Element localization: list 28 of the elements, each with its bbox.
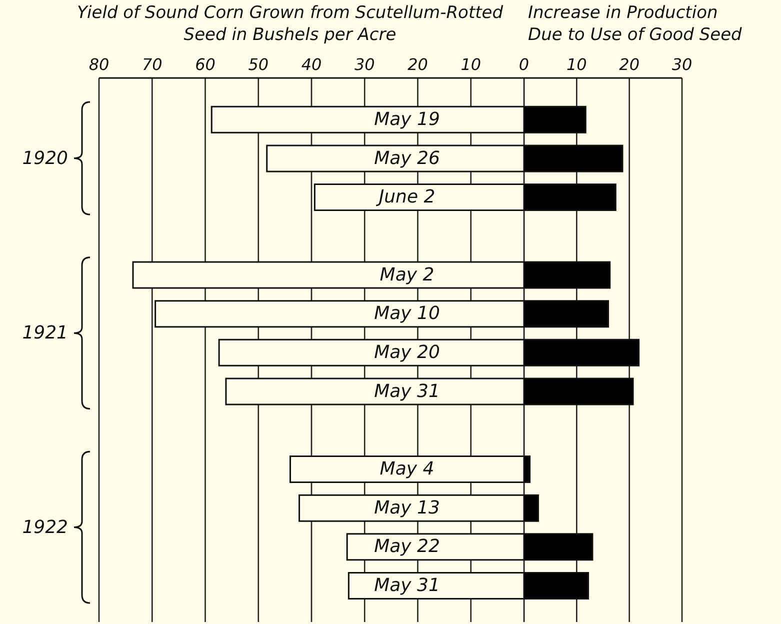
x-tick-label: 70	[142, 55, 162, 74]
y-tick-label: May 10	[374, 303, 440, 324]
x-tick-label: 40	[301, 55, 322, 74]
x-tick-label: 20	[619, 55, 640, 74]
y-tick-label: May 13	[374, 497, 440, 518]
y-tick-label: May 31	[374, 380, 440, 402]
x-tick-label: 10	[460, 55, 482, 74]
text: 1922	[22, 516, 68, 538]
x-tick-label: 10	[566, 55, 587, 74]
x-tick-label: 30	[672, 55, 692, 74]
x-tick-label: 60	[195, 55, 216, 74]
x-tick-label: 50	[248, 55, 269, 74]
x-tick-label: 80	[88, 55, 110, 74]
x-tick-label: 30	[354, 55, 375, 74]
x-tick-label: 0	[518, 55, 530, 74]
y-tick-label: May 26	[374, 148, 440, 169]
chart-title: Yield of Sound Corn Grown from Scutellum-Rotted Seed in Bushels per Acre	[76, 3, 504, 45]
y-tick-label: May 31	[374, 575, 440, 596]
y-tick-label: May 19	[374, 108, 440, 130]
y-tick-label: May 2	[380, 264, 434, 286]
y-tick-label: May 4	[380, 458, 434, 480]
chart-title: Increase in Production Due to Use of Good Seed	[528, 2, 743, 46]
text: 1921	[22, 322, 68, 344]
text: 1920	[22, 148, 68, 169]
y-tick-label: June 2	[376, 186, 436, 208]
x-tick-label: 20	[408, 55, 428, 74]
y-tick-label: May 20	[374, 342, 440, 363]
y-tick-label: May 22	[374, 536, 440, 558]
